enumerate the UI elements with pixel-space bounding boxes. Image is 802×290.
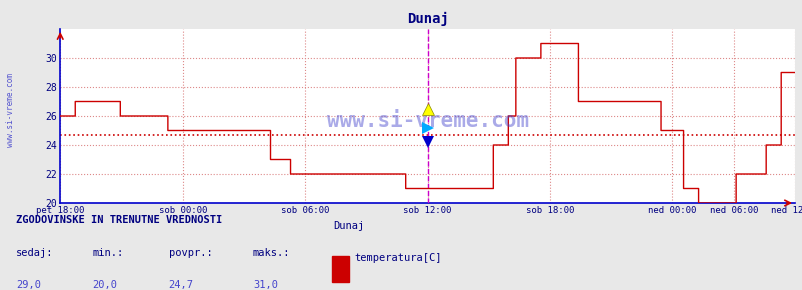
Text: povpr.:: povpr.:: [168, 248, 212, 258]
Text: ZGODOVINSKE IN TRENUTNE VREDNOSTI: ZGODOVINSKE IN TRENUTNE VREDNOSTI: [16, 215, 222, 225]
Text: Dunaj: Dunaj: [333, 221, 364, 231]
Text: 20,0: 20,0: [92, 280, 117, 290]
Text: www.si-vreme.com: www.si-vreme.com: [6, 73, 15, 147]
Text: 24,7: 24,7: [168, 280, 193, 290]
Text: maks.:: maks.:: [253, 248, 290, 258]
Title: Dunaj: Dunaj: [406, 12, 448, 26]
Bar: [331, 256, 349, 282]
Text: sedaj:: sedaj:: [16, 248, 54, 258]
Text: min.:: min.:: [92, 248, 124, 258]
Text: temperatura[C]: temperatura[C]: [354, 253, 441, 263]
Text: 29,0: 29,0: [16, 280, 41, 290]
Text: 31,0: 31,0: [253, 280, 277, 290]
Text: www.si-vreme.com: www.si-vreme.com: [326, 111, 528, 131]
